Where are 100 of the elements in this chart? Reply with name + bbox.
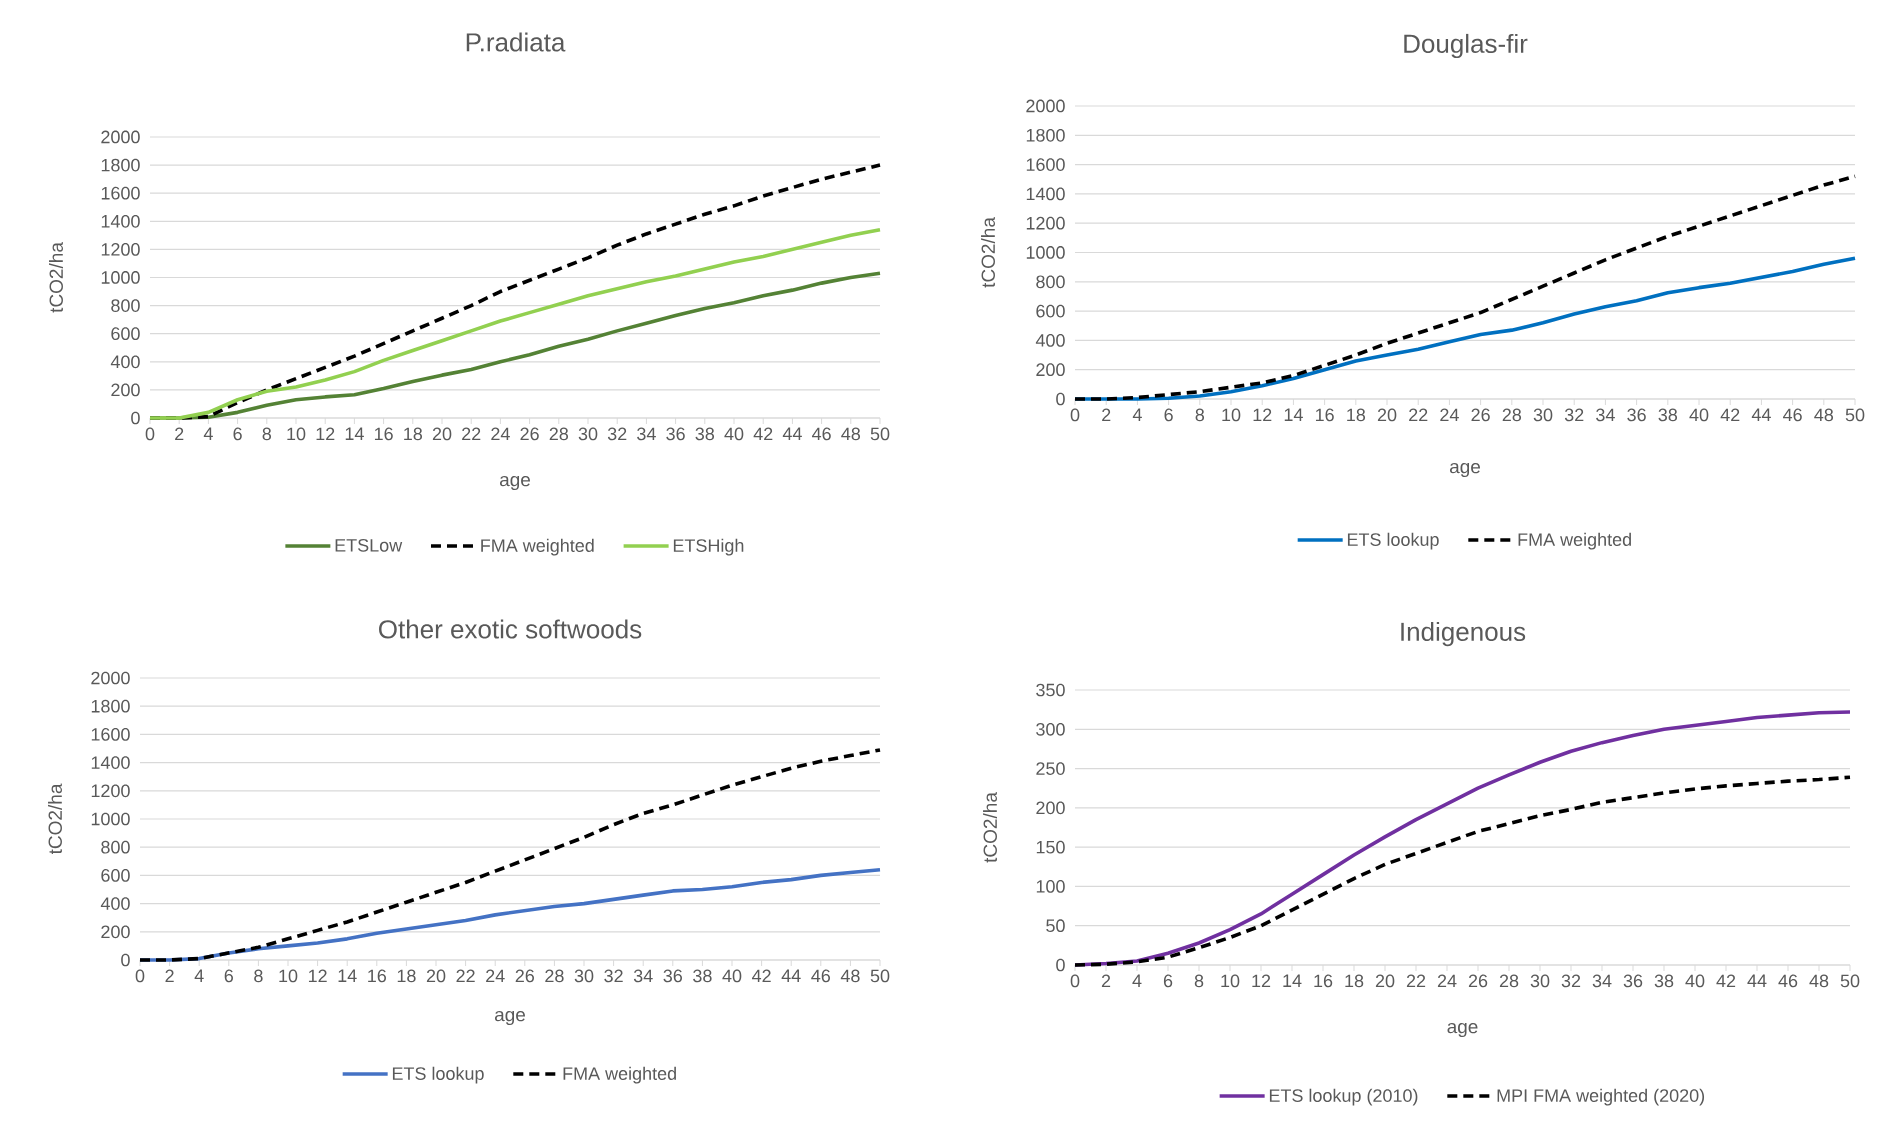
x-tick-label: 12	[1252, 974, 1271, 988]
x-tick-label: 38	[1654, 974, 1674, 988]
x-tick-label: 20	[1375, 974, 1395, 988]
x-tick-label: 42	[752, 969, 771, 983]
y-tick-label: 0	[1056, 392, 1065, 406]
x-tick-label: 36	[666, 427, 685, 441]
x-tick-label: 44	[781, 969, 801, 982]
legend-label: ETSHigh	[673, 538, 744, 556]
x-tick-label: 18	[404, 427, 423, 441]
x-tick-label: 30	[574, 969, 594, 983]
legend-label: FMA weighted	[1518, 532, 1631, 550]
x-tick-label: 0	[1070, 974, 1080, 988]
legend-label: ETS lookup (2010)	[1269, 1088, 1418, 1106]
y-tick-label: 1600	[91, 728, 130, 741]
x-tick-label: 46	[1778, 974, 1798, 988]
x-tick-label: 46	[812, 427, 831, 441]
x-tick-label: 14	[338, 969, 357, 982]
y-tick-label: 2000	[101, 130, 140, 144]
x-tick-label: 40	[722, 969, 742, 983]
y-tick-label: 1200	[91, 784, 130, 798]
x-tick-label: 22	[1406, 974, 1426, 988]
x-tick-label: 4	[1132, 974, 1142, 987]
x-tick-label: 20	[432, 427, 452, 441]
legend-label: ETSLow	[335, 538, 403, 552]
chart-title: Indigenous	[1401, 621, 1526, 647]
y-tick-label: 1600	[1026, 158, 1065, 171]
x-tick-label: 40	[1689, 408, 1709, 422]
x-tick-label: 26	[1468, 974, 1488, 988]
x-tick-label: 10	[1221, 974, 1240, 988]
y-tick-label: 1000	[1026, 246, 1065, 259]
y-tick-label: 1000	[91, 812, 130, 826]
chart-title: Other exotic softwoods	[379, 619, 642, 639]
x-tick-label: 22	[1409, 408, 1428, 422]
legend-label: ETS lookup	[1347, 532, 1439, 550]
x-tick-label: 28	[549, 427, 569, 441]
x-tick-label: 18	[1345, 974, 1364, 988]
x-tick-label: 42	[753, 427, 773, 441]
x-axis-title: age	[499, 475, 530, 491]
x-tick-label: 14	[345, 427, 364, 440]
x-axis-title: age	[1449, 462, 1481, 478]
x-tick-label: 42	[1720, 408, 1740, 422]
legend-label: MPI FMA weighted (2020)	[1497, 1088, 1705, 1106]
y-tick-label: 1800	[1026, 128, 1065, 142]
x-tick-label: 8	[1194, 974, 1204, 988]
x-tick-label: 48	[1814, 408, 1834, 422]
x-tick-label: 34	[1596, 408, 1615, 422]
x-tick-label: 44	[782, 427, 802, 440]
x-tick-label: 34	[633, 969, 653, 983]
legend-label: FMA weighted	[481, 538, 594, 556]
y-tick-label: 800	[101, 840, 130, 854]
x-tick-label: 36	[1627, 408, 1646, 422]
x-tick-label: 34	[1592, 974, 1612, 988]
y-tick-label: 600	[1036, 304, 1065, 318]
x-tick-label: 14	[1283, 974, 1302, 987]
x-tick-label: 32	[607, 427, 627, 441]
legend-label: FMA weighted	[563, 1066, 676, 1084]
y-axis-title: tCO2/ha	[983, 792, 997, 863]
x-axis-title: age	[1447, 1022, 1478, 1038]
x-tick-label: 6	[1163, 974, 1173, 988]
x-tick-label: 40	[724, 427, 744, 441]
x-tick-label: 24	[1437, 974, 1457, 988]
x-tick-label: 26	[515, 969, 535, 983]
y-tick-label: 200	[101, 925, 130, 939]
y-tick-label: 1800	[101, 158, 140, 172]
x-tick-label: 48	[840, 969, 860, 983]
x-tick-label: 28	[545, 969, 564, 983]
x-tick-label: 50	[870, 427, 890, 441]
y-axis-title: tCO2/ha	[981, 217, 995, 288]
x-tick-label: 44	[1747, 974, 1767, 987]
x-tick-label: 26	[520, 427, 539, 441]
x-tick-label: 16	[368, 969, 387, 983]
y-axis-title: tCO2/ha	[49, 242, 63, 313]
x-tick-label: 34	[637, 427, 656, 441]
x-tick-label: 24	[1440, 408, 1459, 422]
x-tick-label: 18	[1347, 408, 1366, 422]
y-tick-label: 150	[1036, 840, 1065, 854]
x-tick-label: 48	[1809, 974, 1829, 988]
x-tick-label: 18	[397, 969, 416, 983]
x-tick-label: 20	[426, 969, 446, 983]
x-tick-label: 40	[1685, 974, 1705, 988]
x-tick-label: 2	[1102, 408, 1111, 422]
y-tick-label: 200	[1036, 363, 1065, 377]
y-tick-label: 200	[111, 383, 140, 397]
y-tick-label: 200	[1036, 801, 1065, 815]
x-tick-label: 44	[1751, 408, 1771, 421]
x-tick-label: 4	[1132, 408, 1142, 421]
x-tick-label: 16	[374, 427, 393, 441]
x-tick-label: 22	[462, 427, 481, 441]
chart-title: P.radiata	[466, 32, 566, 52]
x-tick-label: 10	[287, 427, 306, 441]
x-tick-label: 8	[1195, 408, 1205, 422]
x-tick-label: 12	[1253, 408, 1272, 422]
y-tick-label: 300	[1036, 722, 1065, 736]
x-tick-label: 50	[1845, 408, 1865, 422]
y-tick-label: 800	[111, 299, 140, 312]
x-tick-label: 36	[1623, 974, 1643, 988]
x-tick-label: 0	[145, 427, 155, 441]
x-tick-label: 38	[1658, 408, 1678, 422]
y-tick-label: 400	[1035, 334, 1065, 347]
x-tick-label: 22	[456, 969, 475, 983]
